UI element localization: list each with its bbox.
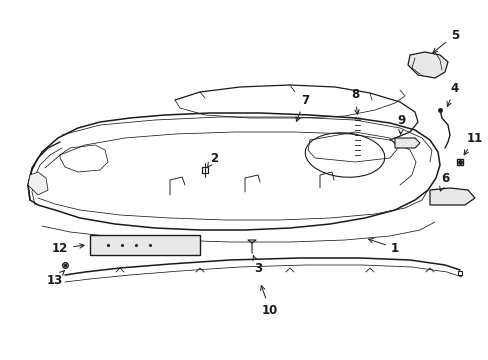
Text: 8: 8 [350, 89, 358, 114]
Text: 4: 4 [446, 81, 458, 107]
Text: 6: 6 [439, 171, 448, 191]
Text: 10: 10 [260, 285, 278, 316]
Polygon shape [90, 235, 200, 255]
Polygon shape [394, 138, 419, 148]
Text: 13: 13 [47, 271, 64, 287]
Polygon shape [429, 188, 474, 205]
Polygon shape [28, 172, 48, 195]
Text: 12: 12 [52, 242, 84, 255]
Text: 3: 3 [252, 256, 262, 275]
Text: 9: 9 [397, 113, 406, 134]
Polygon shape [407, 52, 447, 78]
Text: 5: 5 [432, 28, 458, 53]
Polygon shape [28, 113, 439, 230]
Text: 2: 2 [207, 152, 218, 167]
Text: 1: 1 [368, 239, 398, 255]
Text: 11: 11 [463, 131, 482, 155]
Text: 7: 7 [295, 94, 308, 121]
